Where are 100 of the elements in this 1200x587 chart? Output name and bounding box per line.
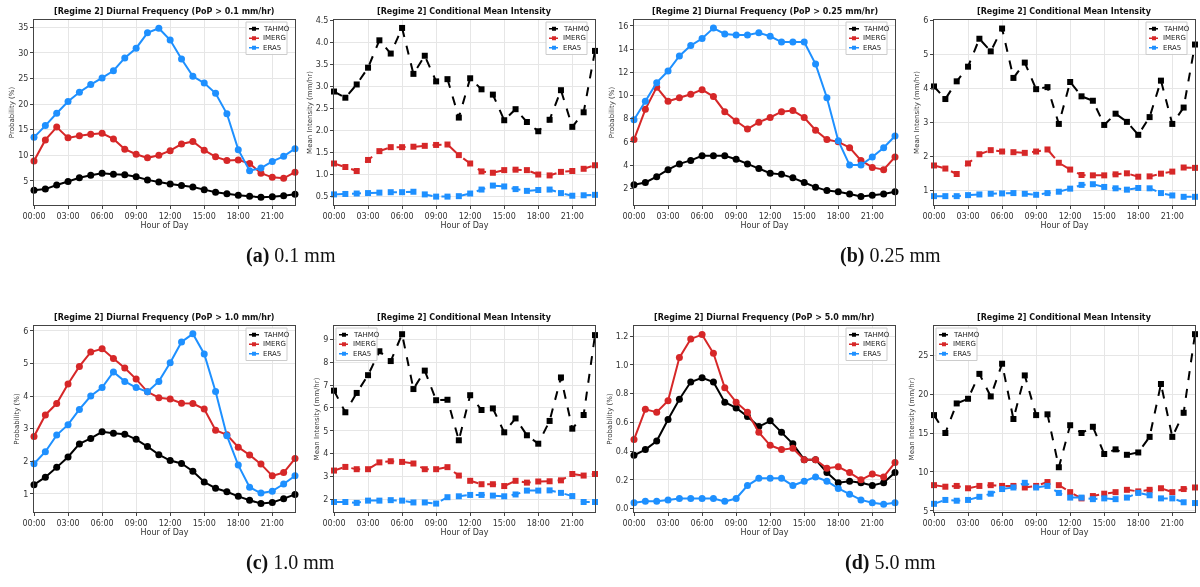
x-tick-label: 06:00 [90, 211, 114, 221]
y-tick-label: 30 [18, 48, 29, 58]
point [675, 94, 683, 102]
text: (b) 0.25 mm [840, 244, 942, 267]
point [721, 398, 729, 406]
point [98, 169, 106, 177]
chart-title: [Regime 2] Conditional Mean Intensity [377, 313, 552, 322]
point [212, 188, 220, 196]
point [1146, 492, 1153, 499]
point [268, 157, 276, 165]
point [410, 70, 417, 77]
point [212, 89, 220, 97]
point [653, 173, 661, 181]
point [1123, 494, 1130, 501]
point [166, 395, 174, 403]
point [178, 182, 186, 190]
point [489, 182, 496, 189]
point [200, 186, 208, 194]
point [834, 463, 842, 471]
point [433, 193, 440, 200]
point [664, 496, 672, 504]
point [234, 146, 242, 154]
point [257, 193, 265, 201]
y-tick-label: 10 [918, 467, 929, 477]
point [732, 398, 740, 406]
point [166, 457, 174, 465]
chart-title: [Regime 2] Conditional Mean Intensity [977, 313, 1152, 322]
point [410, 188, 417, 195]
point [1157, 495, 1164, 502]
x-axis-title: Hour of Day [440, 527, 489, 537]
point [766, 441, 774, 449]
point [444, 464, 451, 471]
point [512, 415, 519, 422]
point [1055, 188, 1062, 195]
point [1033, 86, 1040, 93]
point [999, 360, 1006, 367]
point [399, 144, 406, 151]
point [732, 494, 740, 502]
point [965, 485, 972, 492]
y-tick-label: 35 [18, 22, 29, 32]
point [557, 489, 564, 496]
point [478, 481, 485, 488]
y-tick-label: 7 [323, 380, 329, 390]
point [246, 159, 254, 167]
point [212, 153, 220, 161]
point [880, 144, 888, 152]
point [478, 86, 485, 93]
y-tick-label: 15 [918, 428, 929, 438]
point [987, 190, 994, 197]
point [75, 362, 83, 370]
point [478, 186, 485, 193]
text: (c) 1.0 mm [246, 551, 335, 574]
point [189, 467, 197, 475]
point [687, 494, 695, 502]
point [1089, 423, 1096, 430]
y-tick-label: 2 [323, 494, 329, 504]
point [200, 405, 208, 413]
y-tick-label: 14 [618, 44, 629, 54]
point [223, 488, 231, 496]
point [489, 481, 496, 488]
point [834, 188, 842, 196]
point [709, 152, 717, 160]
point [87, 130, 95, 138]
y-tick-label: 8 [323, 358, 329, 368]
point [546, 116, 553, 123]
y-tick-label: 5 [923, 506, 929, 516]
point [53, 181, 61, 189]
x-tick-label: 15:00 [792, 211, 816, 221]
x-tick-label: 06:00 [990, 211, 1014, 221]
y-tick-label: 8 [623, 114, 629, 124]
point [523, 479, 530, 486]
point [433, 466, 440, 473]
point [953, 400, 960, 407]
point [246, 167, 254, 175]
point [1169, 433, 1176, 440]
x-tick-label: 18:00 [826, 211, 850, 221]
point [166, 36, 174, 44]
y-tick-label: 2.5 [315, 104, 329, 114]
point [155, 151, 163, 159]
point [698, 86, 706, 94]
point [132, 435, 140, 443]
point [1033, 412, 1040, 419]
point [1055, 120, 1062, 127]
point [1169, 495, 1176, 502]
point [675, 494, 683, 502]
point [155, 178, 163, 186]
point [987, 393, 994, 400]
point [1112, 110, 1119, 117]
point [868, 482, 876, 490]
point [953, 171, 960, 177]
point [641, 105, 649, 113]
y-tick-label: 3 [23, 424, 29, 434]
point [387, 458, 394, 465]
point [942, 430, 949, 437]
point [999, 190, 1006, 197]
y-tick-label: 1 [23, 489, 29, 499]
point [880, 500, 888, 508]
point [501, 117, 508, 124]
x-tick-label: 03:00 [956, 211, 980, 221]
point [410, 499, 417, 506]
